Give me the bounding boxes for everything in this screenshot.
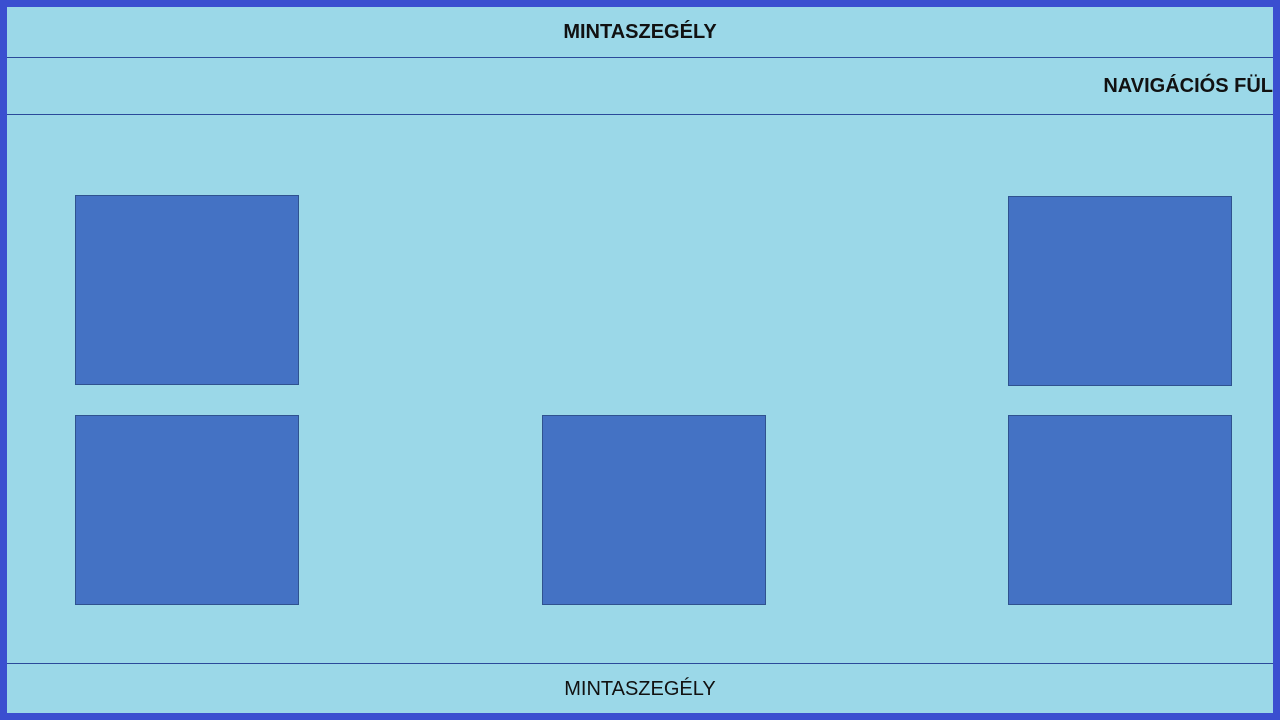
header-title: MINTASZEGÉLY [563,20,717,43]
navigation-tab-label[interactable]: NAVIGÁCIÓS FÜL [1103,74,1273,97]
footer-band: MINTASZEGÉLY [7,663,1273,713]
content-tile [1008,196,1232,386]
content-tile [75,415,299,605]
content-tile [1008,415,1232,605]
content-tile [75,195,299,385]
navigation-band: NAVIGÁCIÓS FÜL [7,58,1273,115]
header-band: MINTASZEGÉLY [7,7,1273,58]
content-tile [542,415,766,605]
footer-title: MINTASZEGÉLY [564,677,716,700]
slide-frame: MINTASZEGÉLY NAVIGÁCIÓS FÜL MINTASZEGÉLY [7,7,1273,713]
